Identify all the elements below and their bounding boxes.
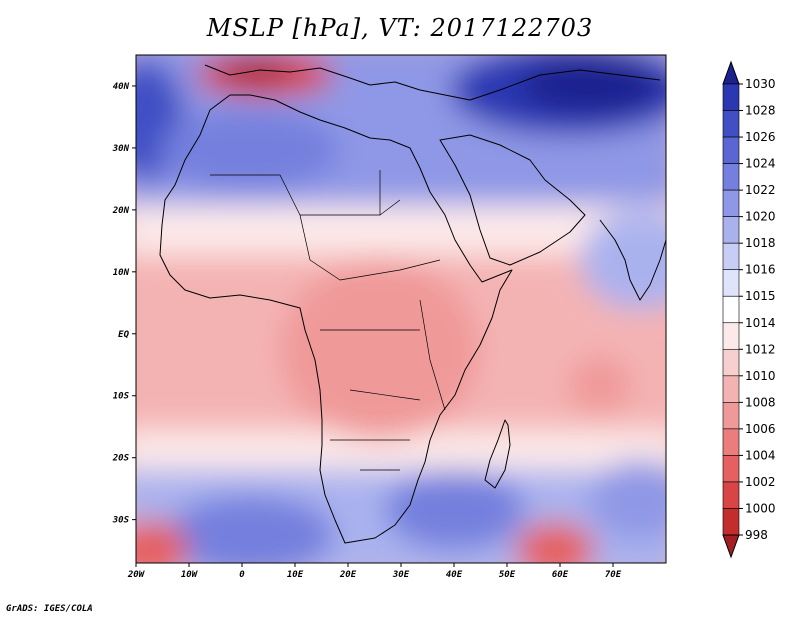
lat-tick-label: 20S	[112, 454, 130, 464]
colorbar-label: 1026	[745, 130, 776, 144]
southern-low-se	[515, 522, 595, 563]
colorbar-swatch	[722, 136, 740, 164]
colorbar-label: 1022	[745, 183, 776, 197]
lat-ticks: 40N 30N 20N 10N EQ 10S 20S 30S	[112, 82, 136, 526]
colorbar-label: 1018	[745, 236, 776, 250]
coastlines	[159, 64, 666, 544]
colorbar-label: 1004	[745, 448, 776, 462]
lon-tick-label: 70E	[605, 570, 622, 580]
colorbar-label: 1015	[745, 289, 776, 303]
central-african-trough	[280, 260, 480, 440]
colorbar-swatch	[722, 481, 740, 509]
colorbar-swatch	[722, 83, 740, 111]
lon-tick-label: 50E	[499, 570, 516, 580]
colorbar-bottom-arrow	[722, 534, 740, 559]
colorbar-swatch	[722, 216, 740, 244]
colorbar-swatch	[722, 455, 740, 483]
lat-tick-label: 10N	[113, 268, 130, 278]
colorbar-label: 1010	[745, 369, 776, 383]
indian-ocean-low	[568, 357, 632, 413]
colorbar-swatch	[722, 242, 740, 271]
colorbar-swatch	[722, 508, 740, 536]
colorbar-swatch	[722, 269, 740, 297]
colorbar-label: 1028	[745, 104, 776, 118]
madagascar	[484, 419, 511, 489]
lon-tick-label: 10W	[181, 570, 199, 580]
colorbar-label: 1024	[745, 157, 776, 171]
arabia-coastline	[439, 134, 586, 266]
madagascar-high	[385, 470, 525, 550]
country-borders	[210, 170, 446, 471]
europe-coastline	[204, 64, 661, 101]
asian-high-core	[520, 57, 660, 113]
saharan-high	[160, 110, 340, 190]
colorbar-label: 1012	[745, 342, 776, 356]
colorbar-swatch	[722, 189, 740, 217]
africa-coastline	[159, 94, 513, 544]
map-title: MSLP [hPa], VT: 2017122703	[206, 14, 594, 42]
lon-tick-label: 10E	[287, 570, 304, 580]
lon-tick-label: 40E	[446, 570, 463, 580]
lat-tick-label: 30S	[112, 516, 130, 526]
colorbar-top-arrow	[722, 60, 740, 85]
lon-tick-label: 60E	[552, 570, 569, 580]
colorbar: 998 1000 1002 1004 1006 1008 1010 1012 1014 1015 1…	[722, 60, 776, 559]
colorbar-label: 1006	[745, 422, 776, 436]
lon-tick-label: 20W	[127, 570, 146, 580]
colorbar-label: 998	[745, 528, 768, 542]
colorbar-swatch	[722, 322, 740, 350]
colorbar-swatch	[722, 110, 740, 138]
colorbar-swatch	[722, 402, 740, 430]
colorbar-label: 1014	[745, 316, 776, 330]
grads-credit: GrADS: IGES/COLA	[6, 604, 93, 614]
lat-tick-label: 30N	[112, 144, 130, 154]
mediterranean-low-core	[220, 58, 290, 82]
southern-low-sw	[136, 520, 188, 563]
colorbar-label: 1030	[745, 77, 776, 91]
lat-tick-label: EQ	[118, 330, 129, 340]
colorbar-label: 1002	[745, 475, 776, 489]
colorbar-label: 1016	[745, 263, 776, 277]
pressure-field	[136, 55, 666, 563]
lon-tick-label: 30E	[392, 570, 410, 580]
colorbar-swatch	[722, 428, 740, 456]
colorbar-swatch	[722, 348, 740, 377]
lat-tick-label: 40N	[113, 82, 130, 92]
lat-tick-label: 10S	[113, 392, 130, 402]
colorbar-label: 1008	[745, 395, 776, 409]
colorbar-swatch	[722, 295, 740, 324]
lon-tick-label: 20E	[339, 570, 357, 580]
colorbar-label: 1020	[745, 210, 776, 224]
india-coastline	[599, 219, 666, 301]
india-high	[580, 210, 666, 310]
lon-ticks: 20W 10W 0 10E 20E 30E 40E 50E 60E 70E	[127, 563, 622, 580]
colorbar-swatch	[722, 163, 740, 191]
colorbar-label: 1000	[745, 501, 776, 515]
lat-tick-label: 20N	[112, 206, 130, 216]
lon-tick-label: 0	[239, 570, 245, 580]
southern-high-east	[590, 460, 666, 540]
colorbar-swatch	[722, 375, 740, 403]
south-atlantic-high	[165, 495, 335, 563]
map-area	[136, 55, 666, 563]
